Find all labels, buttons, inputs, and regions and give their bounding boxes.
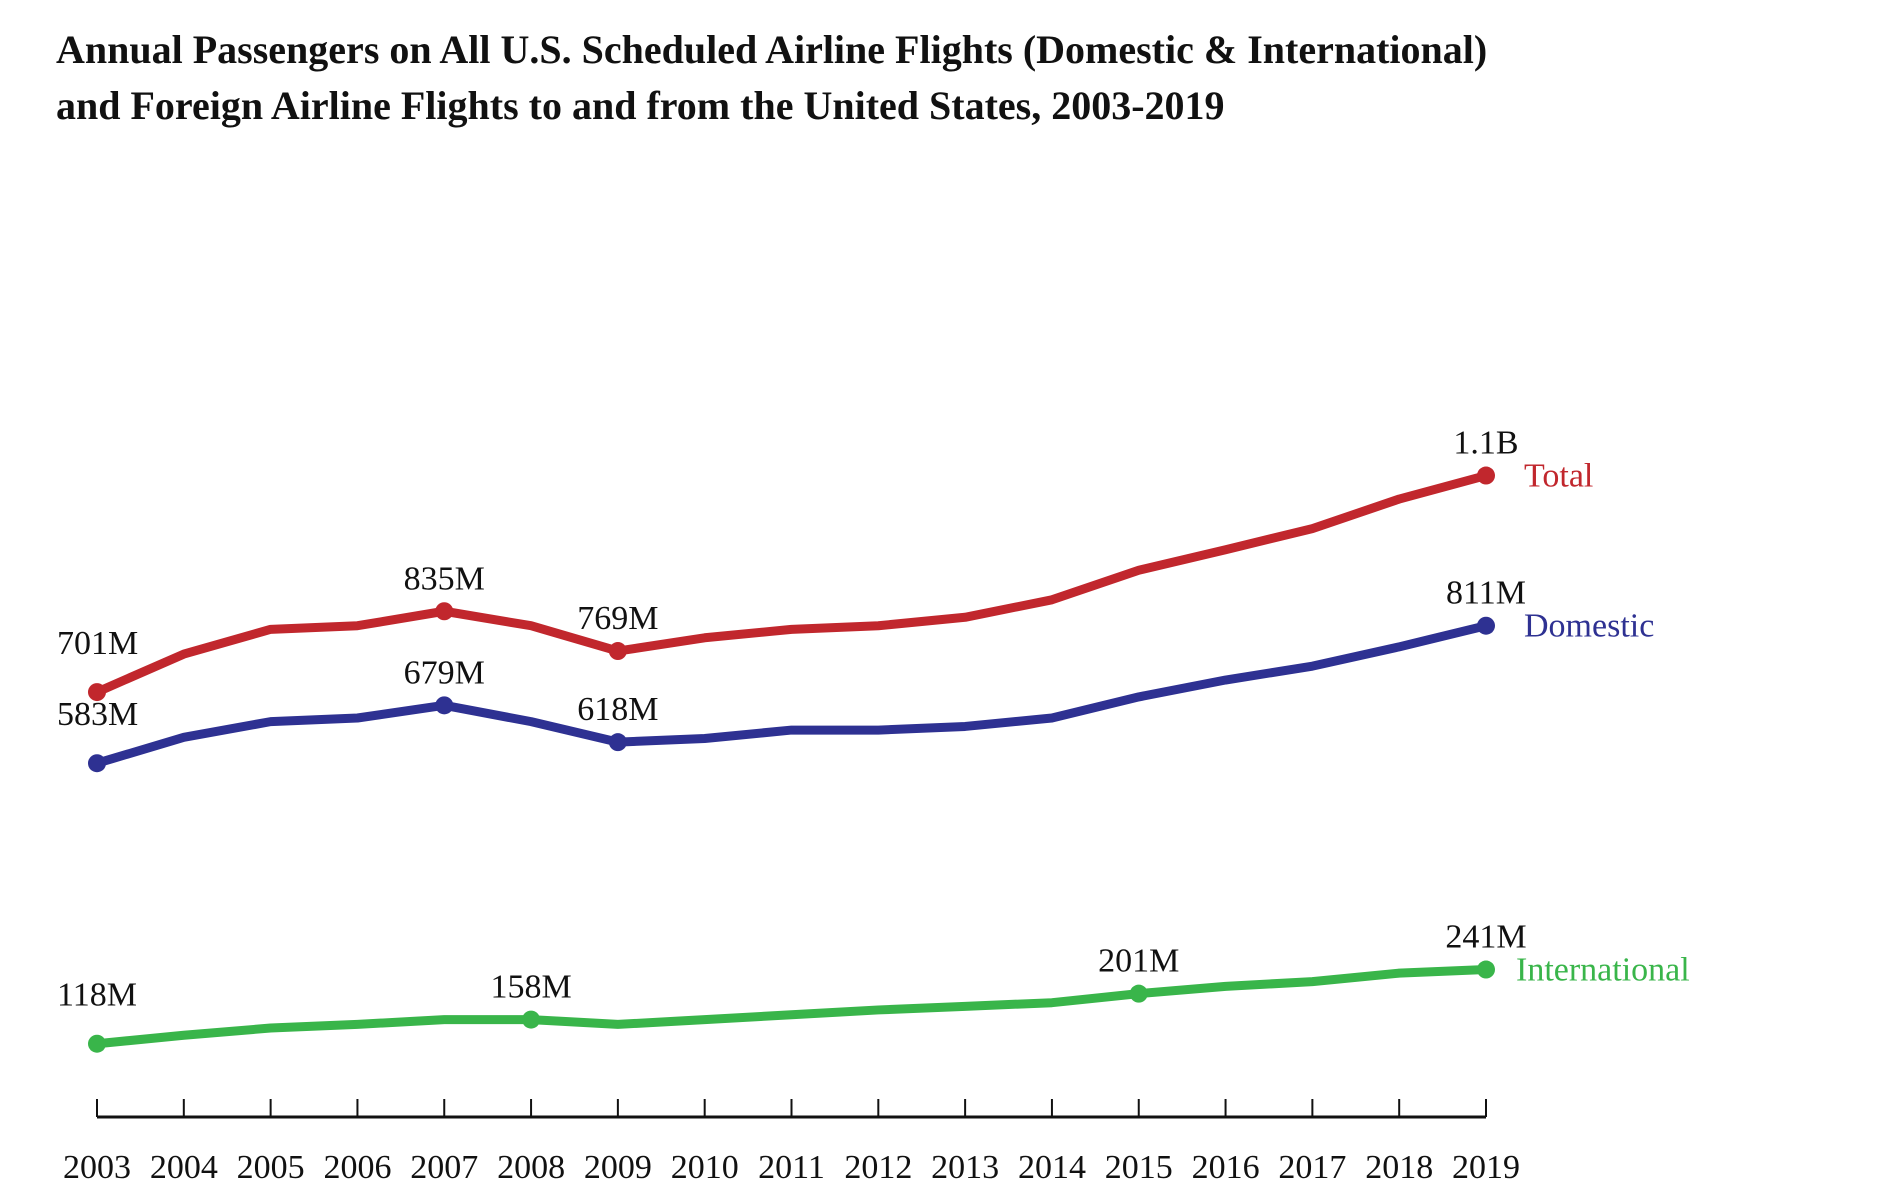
title-line-2: and Foreign Airline Flights to and from … bbox=[56, 83, 1225, 128]
data-label: 1.1B bbox=[1453, 425, 1518, 462]
x-tick-label: 2005 bbox=[237, 1149, 305, 1186]
series-line-total bbox=[92, 471, 1491, 697]
x-tick-label: 2010 bbox=[671, 1149, 739, 1186]
data-point-total bbox=[608, 642, 627, 661]
data-label: 583M bbox=[57, 696, 138, 733]
data-label: 118M bbox=[57, 977, 137, 1014]
series-label-international: International bbox=[1516, 952, 1690, 989]
x-tick-label: 2009 bbox=[584, 1149, 652, 1186]
x-tick-label: 2008 bbox=[497, 1149, 565, 1186]
chart-title: Annual Passengers on All U.S. Scheduled … bbox=[56, 22, 1487, 134]
x-tick-label: 2004 bbox=[150, 1149, 218, 1186]
data-point-international bbox=[522, 1010, 541, 1029]
data-point-total bbox=[435, 602, 454, 621]
x-tick-label: 2007 bbox=[410, 1149, 478, 1186]
data-label: 241M bbox=[1445, 919, 1526, 956]
series-line-domestic bbox=[92, 621, 1491, 768]
data-point-domestic bbox=[608, 733, 627, 752]
x-tick-label: 2018 bbox=[1365, 1149, 1433, 1186]
data-point-international bbox=[88, 1034, 106, 1053]
series-label-total: Total bbox=[1524, 458, 1593, 495]
data-point-domestic bbox=[435, 696, 454, 715]
x-tick-label: 2006 bbox=[323, 1149, 391, 1186]
x-tick-label: 2019 bbox=[1452, 1149, 1520, 1186]
x-tick-label: 2015 bbox=[1105, 1149, 1173, 1186]
data-point-domestic bbox=[88, 754, 106, 773]
data-label: 835M bbox=[404, 560, 485, 597]
data-label: 618M bbox=[577, 691, 658, 728]
x-tick-label: 2016 bbox=[1192, 1149, 1260, 1186]
data-label: 679M bbox=[404, 654, 485, 691]
x-tick-label: 2012 bbox=[844, 1149, 912, 1186]
data-label: 201M bbox=[1098, 943, 1179, 980]
data-label: 769M bbox=[577, 600, 658, 637]
x-tick-label: 2011 bbox=[758, 1149, 825, 1186]
data-point-total bbox=[1477, 466, 1495, 485]
data-label: 158M bbox=[490, 969, 571, 1006]
data-point-total bbox=[88, 683, 106, 702]
data-point-domestic bbox=[1477, 616, 1495, 635]
x-tick-label: 2014 bbox=[1018, 1149, 1086, 1186]
title-line-1: Annual Passengers on All U.S. Scheduled … bbox=[56, 27, 1488, 72]
x-tick-label: 2003 bbox=[63, 1149, 131, 1186]
data-point-international bbox=[1477, 960, 1495, 979]
x-tick-label: 2013 bbox=[931, 1149, 999, 1186]
series-line-international bbox=[92, 965, 1491, 1049]
data-label: 811M bbox=[1446, 575, 1526, 612]
x-tick-label: 2017 bbox=[1278, 1149, 1346, 1186]
data-point-international bbox=[1129, 984, 1148, 1003]
series-label-domestic: Domestic bbox=[1524, 608, 1654, 645]
data-label: 701M bbox=[57, 625, 138, 662]
